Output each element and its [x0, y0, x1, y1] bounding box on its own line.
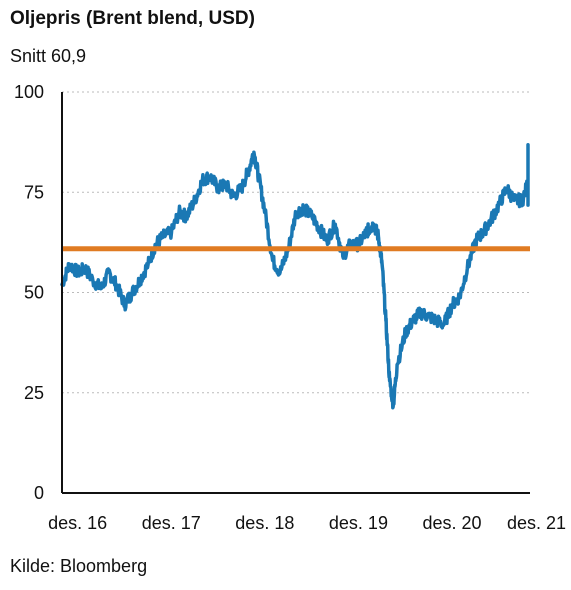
x-tick-label: des. 17 [142, 513, 201, 533]
grid-lines [62, 91, 530, 394]
chart-title: Oljepris (Brent blend, USD) [10, 8, 255, 29]
chart-subtitle: Snitt 60,9 [10, 46, 87, 66]
x-tick-label: des. 21 [507, 513, 566, 533]
x-axis-tick-labels: des. 16 des. 17 des. 18 des. 19 des. 20 des. … [48, 513, 566, 533]
x-tick-label: des. 19 [329, 513, 388, 533]
brent-price-line [60, 143, 530, 410]
x-tick-label: des. 20 [423, 513, 482, 533]
y-tick-label: 50 [24, 283, 44, 303]
y-tick-label: 0 [34, 483, 44, 503]
y-tick-label: 100 [14, 82, 44, 102]
x-tick-label: des. 16 [48, 513, 107, 533]
y-tick-label: 75 [24, 182, 44, 202]
source-note: Kilde: Bloomberg [10, 556, 148, 576]
y-axis-tick-labels: 0 25 50 75 100 [14, 82, 44, 503]
y-tick-label: 25 [24, 383, 44, 403]
x-tick-label: des. 18 [235, 513, 294, 533]
